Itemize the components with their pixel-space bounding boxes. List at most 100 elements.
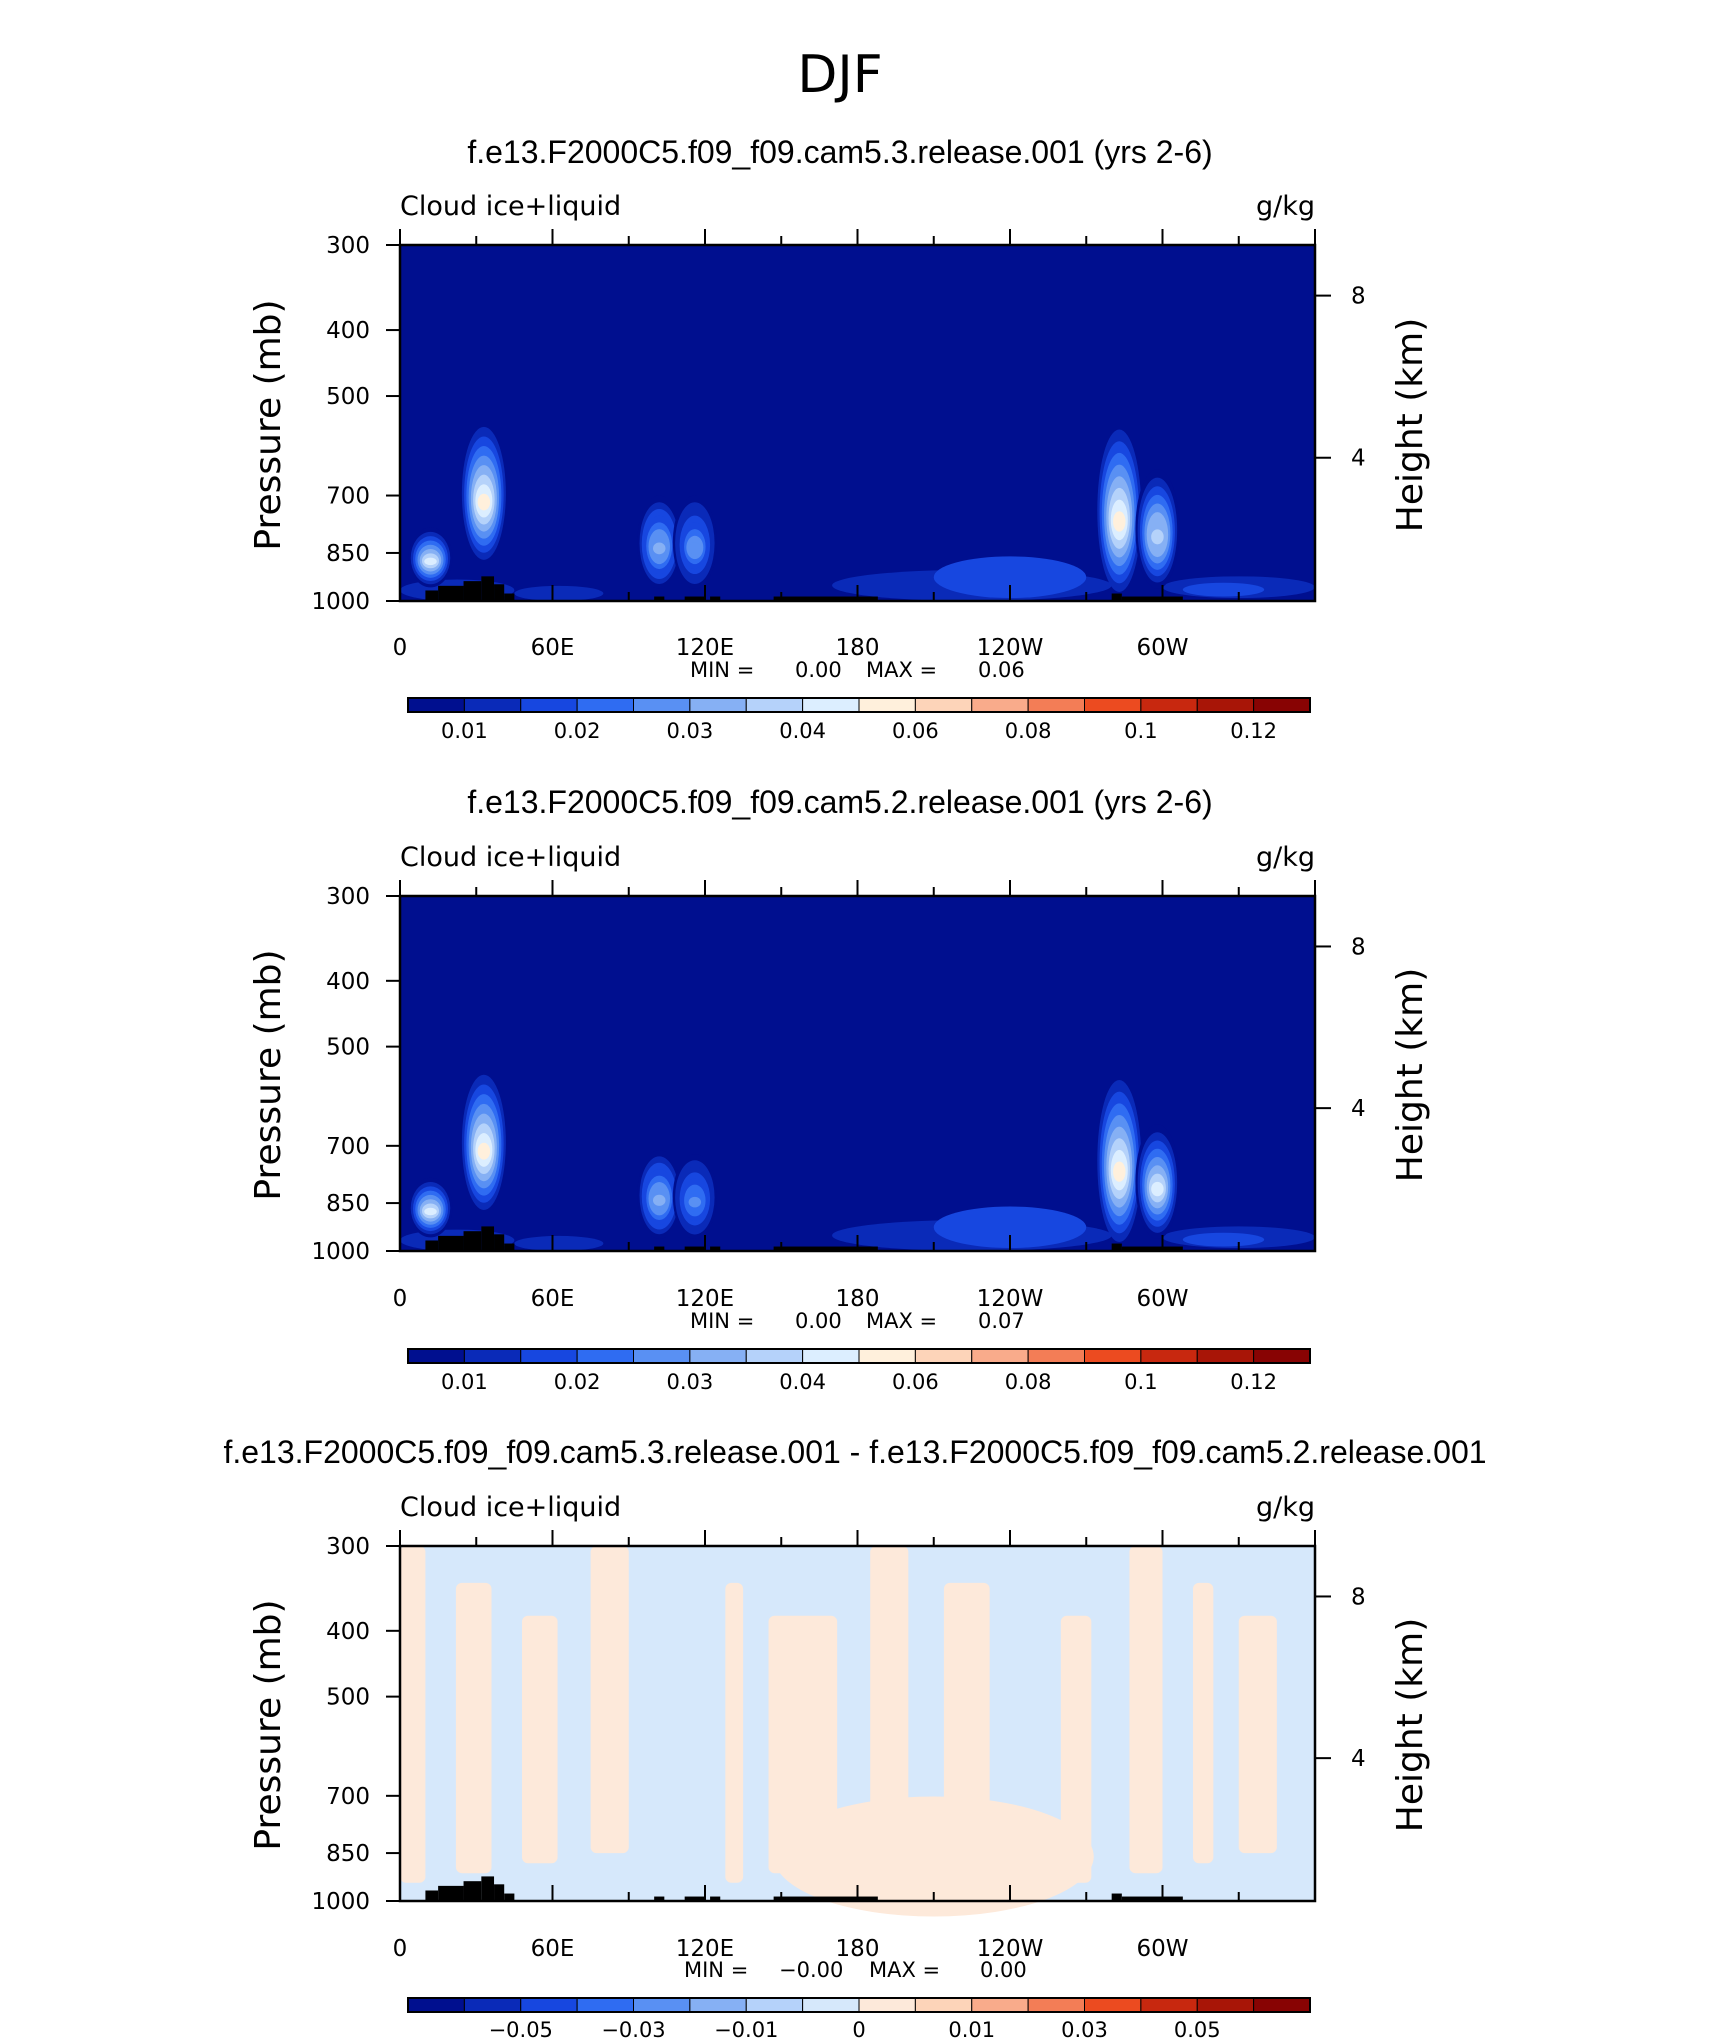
panel-2-y-tick-label: 1000 <box>311 1239 370 1265</box>
contour-band <box>1182 1232 1265 1247</box>
colorbar-swatch <box>971 1997 1029 2013</box>
terrain-block <box>438 585 464 601</box>
terrain-block <box>654 1896 665 1901</box>
panel-3-x-tick-label: 120E <box>676 1936 734 1962</box>
contour-level <box>653 1194 666 1206</box>
colorbar-swatch <box>576 1997 634 2013</box>
colorbar-swatch <box>520 1997 578 2013</box>
colorbar-swatch <box>914 1997 973 2013</box>
panel-1-units-label: g/kg <box>1256 191 1315 222</box>
terrain-block <box>504 1893 515 1901</box>
colorbar-swatch <box>1140 1997 1198 2013</box>
colorbar-swatch <box>802 697 860 713</box>
panel-3-title: f.e13.F2000C5.f09_f09.cam5.3.release.001… <box>223 1434 1486 1470</box>
colorbar-swatch <box>633 1348 691 1364</box>
panel-3-y2-tick-label: 8 <box>1351 1584 1366 1610</box>
panel-2-colorbar-label: 0.04 <box>779 1370 826 1394</box>
panel-3-colorbar-label: −0.05 <box>489 2018 553 2038</box>
terrain-block <box>1111 1893 1122 1901</box>
colorbar-swatch <box>1027 1348 1085 1364</box>
colorbar-swatch <box>407 697 465 713</box>
positive-region <box>455 1582 492 1874</box>
panel-1-y2label: Height (km) <box>1390 318 1431 532</box>
terrain-block <box>494 1884 505 1901</box>
panel-2-units-label: g/kg <box>1256 842 1315 873</box>
terrain-block <box>773 596 878 601</box>
contour-level <box>477 493 491 511</box>
colorbar-swatch <box>576 1348 634 1364</box>
colorbar-frame <box>407 1348 1311 1364</box>
colorbar-swatch <box>1196 697 1255 713</box>
panel-2-colorbar-label: 0.08 <box>1005 1370 1052 1394</box>
panel-2-x-tick-label: 180 <box>836 1286 880 1312</box>
panel-3-colorbar-label: 0.01 <box>948 2018 995 2038</box>
panel-2-x-tick-label: 120E <box>676 1286 734 1312</box>
panel-1-colorbar-label: 0.06 <box>892 719 939 743</box>
colorbar-swatch <box>1196 1997 1255 2013</box>
colorbar-swatch <box>802 1997 860 2013</box>
panel-3-x-tick-label: 60W <box>1136 1936 1188 1962</box>
colorbar-swatch <box>971 1348 1029 1364</box>
colorbar-swatch <box>520 1348 578 1364</box>
panel-1-x-tick-label: 120W <box>977 635 1044 661</box>
positive-region <box>870 1546 909 1864</box>
terrain-block <box>481 1226 495 1251</box>
panel-3-x-tick-label: 60E <box>531 1936 575 1962</box>
positive-region <box>725 1582 744 1883</box>
terrain-block <box>425 1890 439 1901</box>
panel-1-colorbar: 0.01 0.02 0.03 0.04 0.06 0.08 0.1 0.12 <box>407 697 1311 743</box>
panel-2-max-value: 0.07 <box>978 1309 1025 1333</box>
panel-3-ylabel: Pressure (mb) <box>248 1599 289 1850</box>
colorbar-swatch <box>576 697 634 713</box>
contour-band <box>933 1206 1087 1249</box>
contour-level <box>1113 1161 1126 1182</box>
panel-3-min-value: −0.00 <box>779 1958 843 1982</box>
panel-1-variable-label: Cloud ice+liquid <box>400 191 621 222</box>
colorbar-swatch <box>1253 1348 1311 1364</box>
panel-2-y-tick-label: 850 <box>326 1191 370 1217</box>
panel-2-x-tick-label: 60W <box>1136 1286 1188 1312</box>
panel-2-colorbar-label: 0.06 <box>892 1370 939 1394</box>
panel-2-colorbar-label: 0.12 <box>1230 1370 1277 1394</box>
colorbar-swatch <box>463 1997 522 2013</box>
panel-1-title: f.e13.F2000C5.f09_f09.cam5.3.release.001… <box>467 134 1212 170</box>
colorbar-swatch <box>407 1348 465 1364</box>
panel-1-x-tick-label: 60W <box>1136 635 1188 661</box>
positive-region <box>1129 1546 1163 1874</box>
panel-1-x-tick-label: 120E <box>676 635 734 661</box>
panel-2-y-tick-label: 300 <box>326 884 370 910</box>
contour-level <box>653 542 666 555</box>
colorbar-swatch <box>1084 1997 1142 2013</box>
colorbar-swatch <box>689 1348 747 1364</box>
panel-1-colorbar-label: 0.02 <box>554 719 601 743</box>
contour-level <box>688 542 702 555</box>
panel-2-ylabel: Pressure (mb) <box>248 949 289 1200</box>
panel-2-colorbar-label: 0.1 <box>1124 1370 1157 1394</box>
panel-3-y-tick-label: 1000 <box>311 1889 370 1915</box>
panel-1-y-tick-label: 850 <box>326 541 370 567</box>
terrain-block <box>438 1235 464 1251</box>
panel-2-y-tick-label: 500 <box>326 1035 370 1061</box>
terrain-block <box>710 1896 721 1901</box>
panel-3-x-tick-label: 180 <box>836 1936 880 1962</box>
panel-1-y2-tick-label: 8 <box>1351 284 1366 310</box>
colorbar-swatch <box>633 1997 691 2013</box>
terrain-block <box>463 1881 482 1901</box>
terrain-block <box>1111 1243 1122 1251</box>
contour-level <box>424 1207 437 1216</box>
colorbar-swatch <box>858 697 916 713</box>
terrain-block <box>463 581 482 601</box>
colorbar-swatch <box>914 1348 973 1364</box>
panel-1-y-tick-label: 400 <box>326 318 370 344</box>
panel-2-x-tick-label: 60E <box>531 1286 575 1312</box>
panel-2-y2-tick-label: 4 <box>1351 1096 1366 1122</box>
panel-3-y2-tick-label: 4 <box>1351 1746 1366 1772</box>
colorbar-swatch <box>745 1348 804 1364</box>
panel-3-max-value: 0.00 <box>980 1958 1027 1982</box>
panel-2-x-tick-label: 0 <box>393 1286 408 1312</box>
contour-level <box>1151 1181 1164 1197</box>
positive-region <box>1193 1582 1214 1864</box>
panel-3-min-label: MIN = <box>684 1958 748 1982</box>
panel-3-y-tick-label: 700 <box>326 1784 370 1810</box>
panel-3-colorbar-label: −0.01 <box>714 2018 778 2038</box>
